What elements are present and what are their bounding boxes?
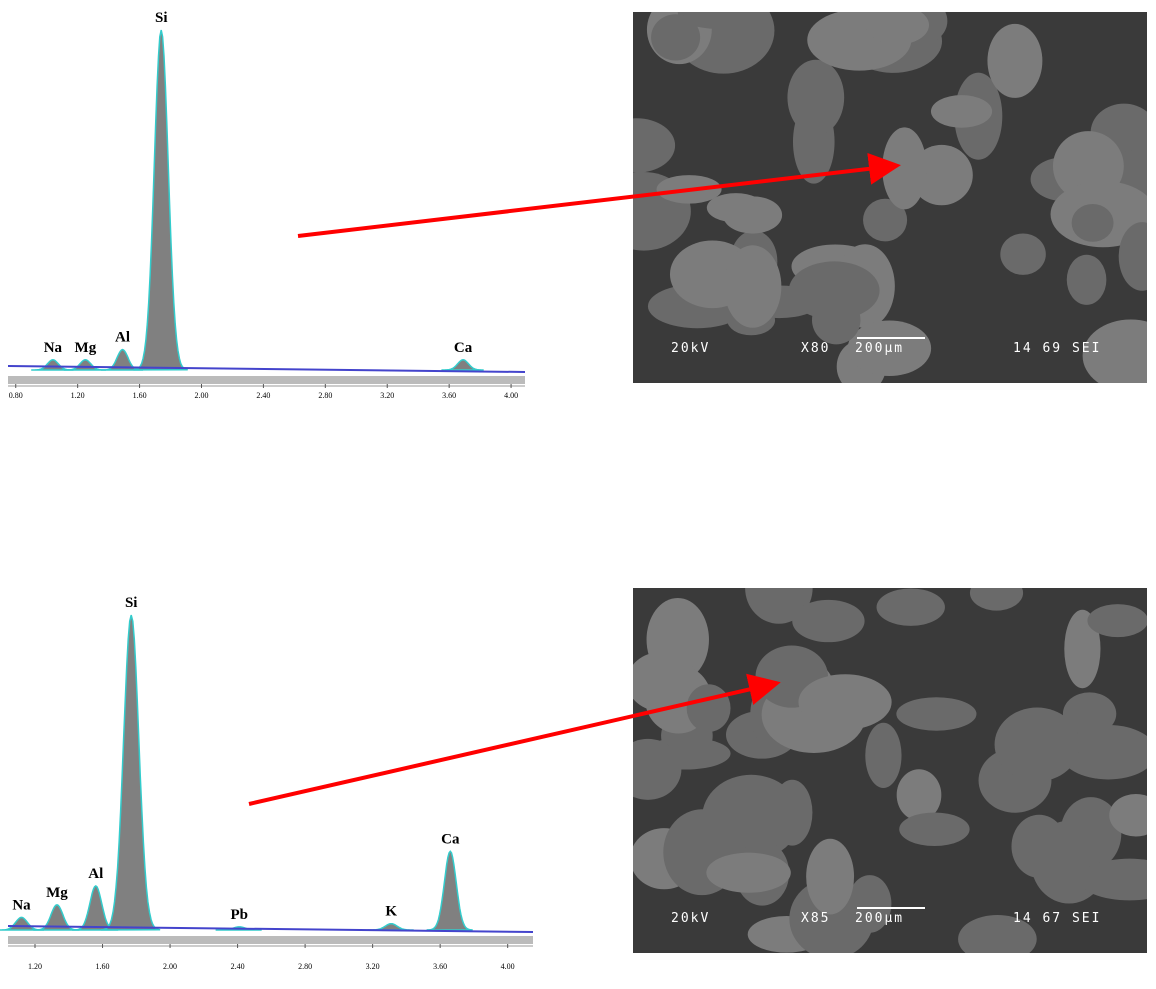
peak	[33, 903, 80, 931]
arrow	[248, 673, 781, 806]
grain	[792, 599, 865, 643]
grain	[863, 198, 908, 242]
x-tick-label: 1.60	[133, 391, 147, 400]
grain	[677, 12, 758, 29]
grain	[706, 852, 791, 893]
grain	[969, 588, 1024, 611]
grain	[930, 95, 993, 128]
voltage: 20kV	[671, 911, 710, 926]
x-tick-label: 1.60	[96, 962, 110, 971]
x-tick-label: 2.80	[298, 962, 312, 971]
peak-label: Ca	[454, 340, 473, 356]
magnification: X80	[801, 341, 830, 356]
x-tick-label: 2.80	[318, 391, 332, 400]
grain	[876, 588, 945, 626]
grain	[896, 697, 977, 731]
x-tick-label: 1.20	[28, 962, 42, 971]
peak-label: Al	[88, 866, 103, 882]
scale: 200μm	[855, 341, 904, 356]
grain	[723, 245, 782, 328]
peak-label: K	[385, 904, 397, 920]
x-tick-label: 2.40	[231, 962, 245, 971]
voltage: 20kV	[671, 341, 710, 356]
peak-label: Mg	[75, 340, 97, 356]
x-tick-label: 4.00	[501, 962, 515, 971]
grain	[899, 812, 970, 847]
grain	[1109, 794, 1147, 837]
peak	[0, 916, 44, 931]
peak	[426, 850, 473, 931]
peak	[100, 614, 161, 931]
peak-label: Mg	[46, 885, 68, 901]
x-tick-label: 2.00	[163, 962, 177, 971]
grain	[1062, 692, 1117, 736]
grain	[1066, 254, 1107, 305]
baseline	[7, 925, 534, 933]
peak-label: Na	[44, 340, 63, 356]
grain	[882, 127, 927, 210]
grain	[806, 838, 855, 915]
peak	[133, 29, 188, 371]
axis-band	[8, 376, 525, 384]
peak-label: Al	[115, 330, 130, 346]
grain	[1087, 604, 1147, 638]
grain	[958, 915, 1037, 953]
grain	[788, 261, 880, 320]
x-tick-label: 0.80	[9, 391, 23, 400]
grain	[1118, 222, 1147, 291]
grain	[994, 707, 1080, 782]
peak	[31, 359, 74, 371]
grain	[686, 684, 731, 732]
baseline	[7, 365, 526, 373]
axis-band	[8, 936, 533, 944]
scale: 200μm	[855, 911, 904, 926]
x-tick-label: 3.20	[380, 391, 394, 400]
grain	[633, 738, 682, 800]
code: 14 69 SEI	[1013, 341, 1101, 356]
x-tick-label: 4.00	[504, 391, 518, 400]
peak-label: Na	[12, 897, 31, 913]
grain	[633, 118, 676, 173]
peak-label: Pb	[231, 907, 249, 923]
peak	[63, 359, 106, 371]
grain	[1064, 609, 1101, 689]
grain	[1059, 724, 1147, 780]
x-tick-label: 2.40	[256, 391, 270, 400]
arrow	[297, 152, 901, 238]
code: 14 67 SEI	[1013, 911, 1101, 926]
x-tick-label: 1.20	[71, 391, 85, 400]
grain	[1060, 797, 1122, 870]
x-tick-label: 2.00	[194, 391, 208, 400]
grain	[896, 769, 942, 821]
grain	[798, 674, 892, 730]
grain	[1082, 319, 1147, 383]
magnification: X85	[801, 911, 830, 926]
grain	[865, 12, 930, 45]
grains	[633, 588, 1147, 953]
grain	[1071, 203, 1114, 242]
grain	[847, 320, 932, 377]
grain	[1000, 233, 1046, 275]
x-tick-label: 3.20	[366, 962, 380, 971]
grain	[651, 14, 701, 61]
peak-label: Si	[125, 595, 138, 611]
grain	[772, 779, 813, 846]
x-tick-label: 3.60	[433, 962, 447, 971]
peak	[441, 359, 484, 371]
peak	[367, 922, 414, 931]
grain	[633, 651, 698, 712]
peak-label: Ca	[441, 831, 460, 847]
peak-label: Si	[155, 10, 168, 26]
grain	[987, 23, 1043, 98]
grain	[1078, 858, 1147, 901]
grain	[787, 59, 845, 136]
x-tick-label: 3.60	[442, 391, 456, 400]
grain	[811, 295, 861, 345]
grain	[706, 193, 765, 223]
grain	[865, 722, 902, 788]
